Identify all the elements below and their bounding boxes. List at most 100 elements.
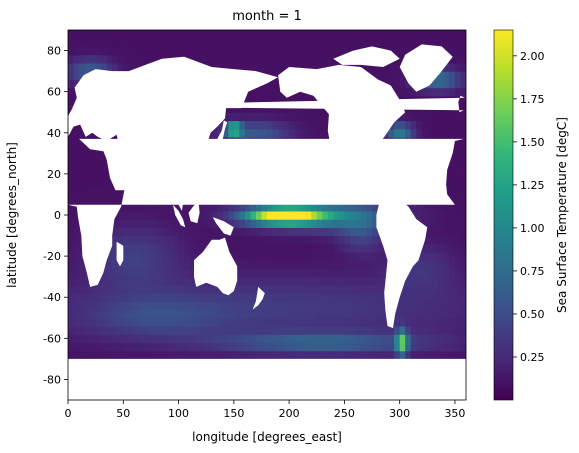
heatmap-cell — [294, 350, 301, 360]
heatmap-cell — [416, 317, 423, 327]
heatmap-cell — [338, 284, 345, 294]
heatmap-cell — [300, 128, 307, 138]
heatmap-cell — [377, 38, 384, 48]
heatmap-cell — [383, 317, 390, 327]
heatmap-cell — [156, 243, 163, 253]
heatmap-cell — [399, 301, 406, 311]
heatmap-cell — [366, 284, 373, 294]
heatmap-cell — [322, 350, 329, 360]
heatmap-cell — [117, 284, 124, 294]
colorbar-tick-label: 1.00 — [520, 222, 545, 235]
heatmap-cell — [195, 301, 202, 311]
heatmap-cell — [117, 227, 124, 237]
colorbar-ticks: 0.250.500.751.001.251.501.752.00 — [513, 50, 545, 364]
heatmap-cell — [123, 276, 130, 286]
heatmap-cell — [117, 219, 124, 228]
heatmap-cell — [79, 54, 86, 64]
heatmap-cell — [377, 350, 384, 360]
heatmap-cell — [372, 301, 379, 311]
heatmap-cell — [255, 112, 263, 122]
heatmap-cell — [73, 260, 80, 270]
heatmap-cell — [112, 54, 119, 64]
heatmap-cell — [167, 301, 174, 311]
heatmap-cell — [79, 293, 86, 302]
heatmap-cell — [366, 317, 373, 327]
heatmap-cell — [460, 309, 466, 319]
heatmap-cell — [278, 95, 285, 105]
heatmap-cell — [79, 46, 86, 56]
heatmap-cell — [322, 38, 329, 48]
heatmap-cell — [399, 46, 406, 56]
heatmap-cell — [360, 62, 368, 72]
heatmap-cell — [112, 326, 119, 335]
heatmap-cell — [250, 317, 257, 327]
heatmap-cell — [79, 342, 86, 352]
heatmap-cell — [416, 301, 423, 311]
heatmap-cell — [206, 235, 213, 245]
heatmap-cell — [344, 301, 351, 311]
heatmap-cell — [305, 120, 312, 130]
heatmap-cell — [73, 62, 80, 72]
heatmap-cell — [106, 293, 113, 302]
heatmap-cell — [438, 276, 445, 286]
heatmap-cell — [84, 334, 91, 344]
heatmap-cell — [184, 260, 191, 270]
heatmap-cell — [228, 309, 235, 319]
heatmap-cell — [73, 293, 80, 302]
heatmap-cell — [372, 252, 379, 261]
heatmap-cell — [449, 252, 456, 261]
heatmap-cell — [460, 136, 466, 146]
heatmap-cell — [233, 309, 240, 319]
heatmap-cell — [73, 186, 80, 196]
heatmap-cell — [449, 120, 456, 130]
heatmap-cell — [349, 219, 357, 228]
heatmap-cell — [283, 252, 290, 261]
heatmap-cell — [338, 317, 345, 327]
heatmap-cell — [432, 243, 439, 253]
x-tick-label: 300 — [389, 407, 410, 420]
heatmap-cell — [79, 252, 86, 261]
heatmap-cell — [95, 178, 102, 187]
heatmap-cell — [278, 46, 285, 56]
heatmap-cell — [311, 293, 318, 302]
heatmap-cell — [184, 342, 191, 352]
heatmap-cell — [73, 227, 80, 237]
heatmap-cell — [150, 252, 158, 261]
heatmap-cell — [316, 112, 323, 122]
heatmap-cell — [454, 342, 462, 352]
heatmap-cell — [383, 38, 390, 48]
heatmap-cell — [84, 186, 91, 196]
heatmap-cell — [366, 342, 373, 352]
heatmap-cell — [90, 293, 97, 302]
heatmap-cell — [272, 30, 279, 39]
heatmap-cell — [427, 301, 434, 311]
heatmap-cell — [300, 112, 307, 122]
heatmap-cell — [128, 309, 135, 319]
heatmap-cell — [333, 252, 340, 261]
heatmap-cell — [454, 334, 462, 344]
heatmap-cell — [349, 227, 357, 237]
heatmap-cell — [454, 71, 462, 80]
heatmap-cell — [134, 202, 141, 212]
heatmap-cell — [443, 202, 451, 212]
heatmap-cell — [454, 38, 462, 48]
heatmap-cell — [289, 334, 296, 344]
heatmap-cell — [239, 326, 246, 335]
heatmap-cell — [128, 227, 135, 237]
heatmap-cell — [443, 334, 451, 344]
heatmap-cell — [427, 260, 434, 270]
heatmap-cell — [427, 309, 434, 319]
heatmap-cell — [139, 54, 146, 64]
heatmap-cell — [289, 227, 296, 237]
heatmap-cell — [432, 79, 439, 89]
heatmap-cell — [244, 95, 252, 105]
heatmap-cell — [112, 30, 119, 39]
heatmap-cell — [272, 128, 279, 138]
heatmap-cell — [84, 145, 91, 154]
heatmap-cell — [261, 210, 268, 220]
heatmap-cell — [438, 87, 445, 97]
heatmap-cell — [123, 210, 130, 220]
heatmap-cell — [344, 334, 351, 344]
heatmap-cell — [178, 38, 185, 48]
heatmap-cell — [68, 309, 75, 319]
